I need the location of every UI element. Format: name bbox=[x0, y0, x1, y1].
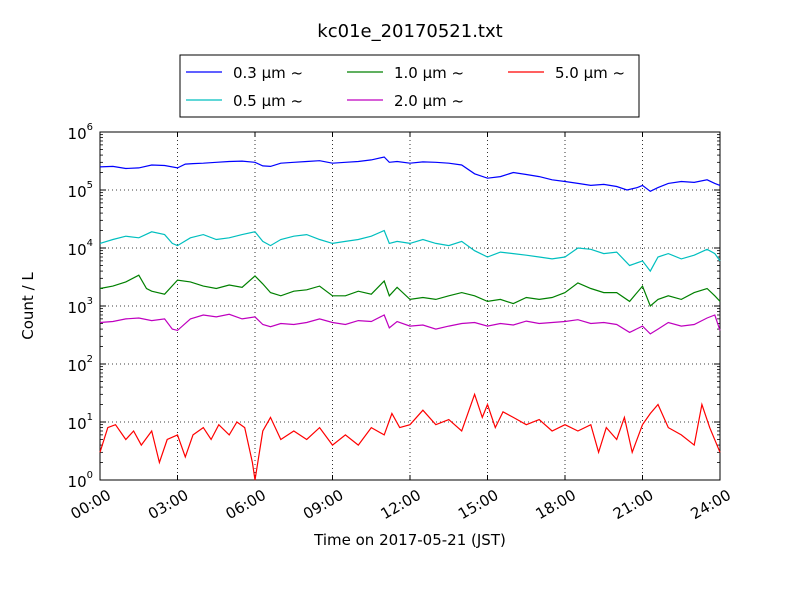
grid bbox=[100, 132, 720, 480]
series-lines bbox=[99, 156, 721, 481]
legend-label: 2.0 µm ~ bbox=[394, 92, 464, 110]
series-line-3 bbox=[99, 313, 721, 335]
plot-area: 00:00 03:00 06:00 09:00 12:00 15:00 18:00 21:00… bbox=[68, 122, 734, 523]
legend-item: 2.0 µm ~ bbox=[347, 92, 464, 110]
y-tick-label: 106 bbox=[68, 122, 93, 143]
y-tick-label: 101 bbox=[68, 412, 93, 433]
x-axis-label: Time on 2017-05-21 (JST) bbox=[313, 531, 506, 549]
x-tick-label: 09:00 bbox=[300, 486, 346, 523]
legend: 0.3 µm ~ 0.5 µm ~ 1.0 µm ~ 2.0 µm ~ 5.0 µm ~ bbox=[179, 54, 640, 118]
y-tick-label: 103 bbox=[68, 296, 93, 317]
series-line-2 bbox=[99, 274, 721, 308]
legend-label: 1.0 µm ~ bbox=[394, 64, 464, 82]
legend-item: 5.0 µm ~ bbox=[508, 64, 625, 82]
x-tick-label: 24:00 bbox=[688, 486, 734, 523]
y-tick-label: 105 bbox=[68, 180, 93, 201]
legend-item: 0.3 µm ~ bbox=[186, 64, 303, 82]
legend-item: 0.5 µm ~ bbox=[186, 92, 303, 110]
x-tick-label: 06:00 bbox=[223, 486, 269, 523]
x-tick-label: 12:00 bbox=[378, 486, 424, 523]
y-tick-label: 100 bbox=[68, 470, 93, 491]
y-tick-label: 102 bbox=[68, 354, 93, 375]
legend-label: 0.5 µm ~ bbox=[233, 92, 303, 110]
x-tick-label: 18:00 bbox=[533, 486, 579, 523]
legend-box bbox=[179, 54, 640, 118]
chart-title: kc01e_20170521.txt bbox=[317, 21, 502, 42]
legend-label: 0.3 µm ~ bbox=[233, 64, 303, 82]
y-tick-label: 104 bbox=[68, 238, 93, 259]
legend-item: 1.0 µm ~ bbox=[347, 64, 464, 82]
series-line-0 bbox=[99, 156, 721, 192]
legend-label: 5.0 µm ~ bbox=[555, 64, 625, 82]
y-axis-label: Count / L bbox=[19, 272, 37, 340]
x-tick-label: 21:00 bbox=[610, 486, 656, 523]
series-line-4 bbox=[99, 392, 721, 481]
x-tick-label: 03:00 bbox=[145, 486, 191, 523]
series-line-1 bbox=[99, 229, 721, 273]
x-tick-label: 15:00 bbox=[455, 486, 501, 523]
x-tick-label: 00:00 bbox=[68, 486, 114, 523]
